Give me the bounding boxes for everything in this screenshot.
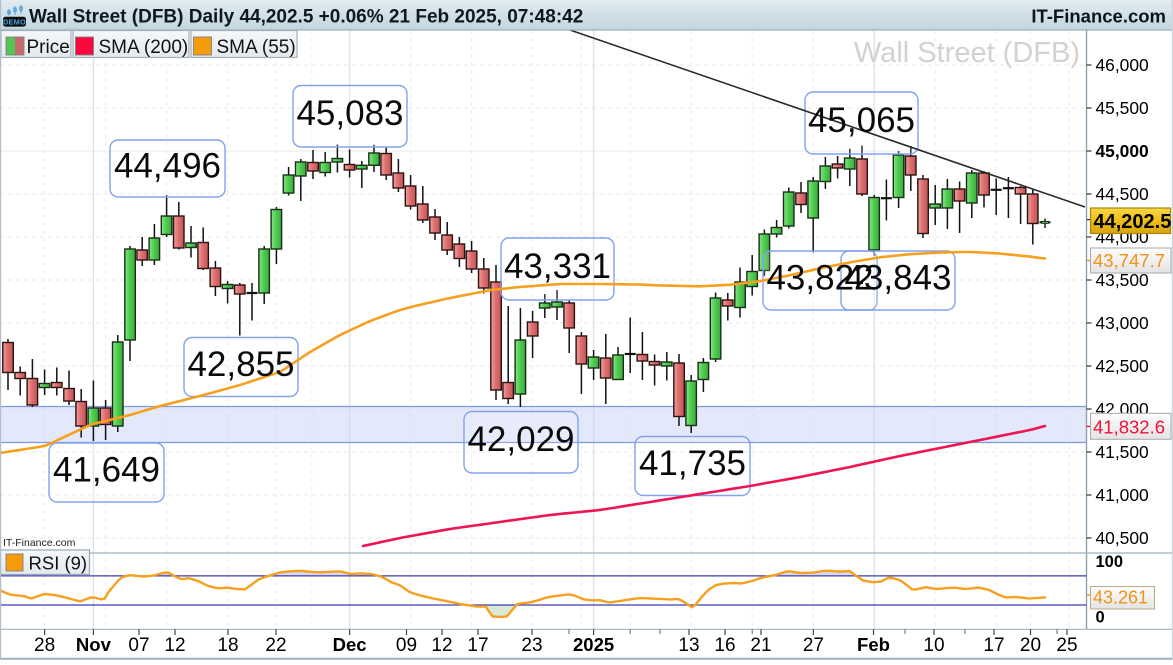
svg-text:41,649: 41,649: [53, 451, 160, 490]
svg-text:45,000: 45,000: [1096, 141, 1149, 161]
svg-text:42,855: 42,855: [187, 345, 294, 384]
svg-text:IT-Finance.com: IT-Finance.com: [1031, 6, 1166, 27]
svg-text:21: 21: [750, 635, 771, 656]
svg-text:17: 17: [983, 635, 1004, 656]
svg-text:45,083: 45,083: [296, 94, 403, 133]
svg-text:43,331: 43,331: [504, 247, 611, 286]
svg-text:Feb: Feb: [857, 634, 890, 655]
svg-text:2025: 2025: [573, 634, 614, 655]
svg-text:12: 12: [164, 635, 185, 656]
svg-text:41,832.6: 41,832.6: [1093, 417, 1165, 438]
svg-text:42,029: 42,029: [467, 420, 574, 459]
svg-text:43,000: 43,000: [1096, 313, 1149, 333]
svg-text:25: 25: [1056, 635, 1077, 656]
svg-text:17: 17: [467, 635, 488, 656]
svg-text:SMA (55): SMA (55): [217, 37, 296, 58]
svg-text:Wall Street (DFB): Wall Street (DFB): [854, 37, 1080, 69]
svg-text:45,500: 45,500: [1096, 98, 1149, 118]
svg-text:23: 23: [521, 635, 542, 656]
svg-text:42,500: 42,500: [1096, 356, 1149, 376]
svg-text:10: 10: [923, 635, 944, 656]
svg-text:DEMO: DEMO: [3, 17, 26, 26]
svg-text:44,202.5: 44,202.5: [1094, 211, 1172, 233]
svg-text:41,500: 41,500: [1096, 442, 1149, 462]
svg-text:09: 09: [396, 635, 417, 656]
svg-text:41,735: 41,735: [639, 444, 746, 483]
svg-text:100: 100: [1096, 553, 1124, 571]
svg-text:0: 0: [1096, 609, 1105, 627]
svg-text:16: 16: [714, 635, 735, 656]
svg-text:20: 20: [1020, 635, 1041, 656]
svg-text:13: 13: [678, 635, 699, 656]
svg-text:Dec: Dec: [333, 634, 367, 655]
svg-text:44,500: 44,500: [1096, 184, 1149, 204]
svg-text:Price: Price: [27, 37, 70, 58]
svg-text:12: 12: [431, 635, 452, 656]
svg-text:18: 18: [217, 635, 238, 656]
svg-text:27: 27: [803, 635, 824, 656]
svg-text:43.261: 43.261: [1093, 588, 1148, 608]
svg-text:46,000: 46,000: [1096, 55, 1149, 75]
svg-text:28: 28: [34, 635, 55, 656]
svg-text:43,843: 43,843: [844, 259, 951, 298]
svg-text:45,065: 45,065: [808, 101, 915, 140]
svg-text:IT-Finance.com: IT-Finance.com: [3, 537, 76, 549]
svg-text:40,500: 40,500: [1096, 528, 1149, 548]
svg-text:22: 22: [265, 635, 286, 656]
svg-text:RSI (9): RSI (9): [29, 553, 88, 574]
svg-text:43,500: 43,500: [1096, 270, 1149, 290]
svg-text:SMA (200): SMA (200): [99, 37, 189, 58]
svg-text:Nov: Nov: [76, 634, 112, 655]
svg-text:41,000: 41,000: [1096, 485, 1149, 505]
svg-text:43,822: 43,822: [766, 259, 873, 298]
svg-text:43,747.7: 43,747.7: [1093, 250, 1165, 271]
svg-text:07: 07: [128, 635, 149, 656]
svg-text:44,496: 44,496: [114, 147, 221, 186]
svg-text:Wall Street (DFB) Daily 44,202: Wall Street (DFB) Daily 44,202.5 +0.06% …: [29, 7, 583, 28]
